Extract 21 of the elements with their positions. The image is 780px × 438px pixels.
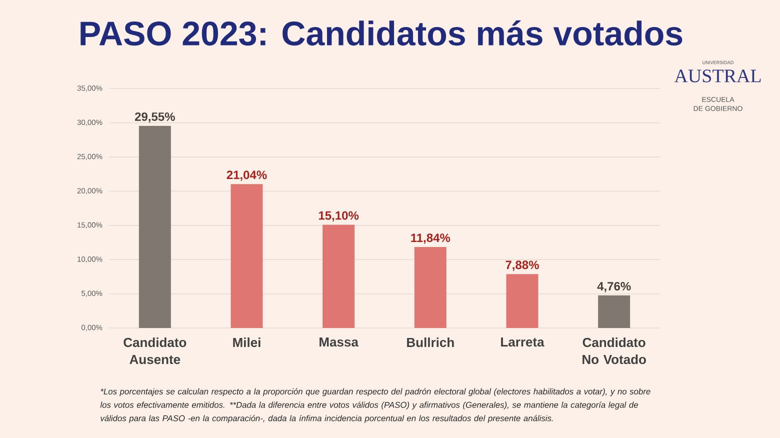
bar: [598, 295, 630, 328]
data-label: 11,84%: [411, 234, 450, 244]
data-label: 21,04%: [226, 170, 267, 181]
text: *Los porcentajes se calculan respecto a la proporción que guardan respecto del padrón electoral global (electores habilitados a votar), y no sobre los votos efectivamente emitidos. **Dada la diferencia entre votos válidos (PASO) y afirmativos (Generales), se mantiene la categoría legal de válidos para las PASO -en la comparación-, dada la ínfima incidencia porcentual en los resultados del presente análisis.: [100, 388, 650, 423]
bar: [322, 224, 355, 328]
x-tick-label: Bullrich: [407, 338, 454, 348]
text: AUSTRAL: [674, 70, 761, 82]
x-tick-label: Milei: [233, 338, 260, 348]
bar: [230, 184, 263, 328]
x-tick-label: Candidato No Votado: [582, 338, 646, 364]
x-tick-label: Massa: [320, 338, 359, 347]
x-tick-label: Candidato Ausente: [124, 338, 186, 364]
bar: [506, 274, 538, 328]
bar: [138, 126, 171, 328]
data-label: 15,10%: [318, 211, 359, 222]
data-label: 4,76%: [597, 282, 631, 292]
bar: [414, 247, 446, 328]
chart-title: PASO 2023: Candidatos más votados: [80, 20, 682, 46]
x-tick-label: Larreta: [501, 338, 544, 347]
data-label: 29,55%: [134, 112, 175, 123]
data-label: 7,88%: [506, 260, 539, 271]
